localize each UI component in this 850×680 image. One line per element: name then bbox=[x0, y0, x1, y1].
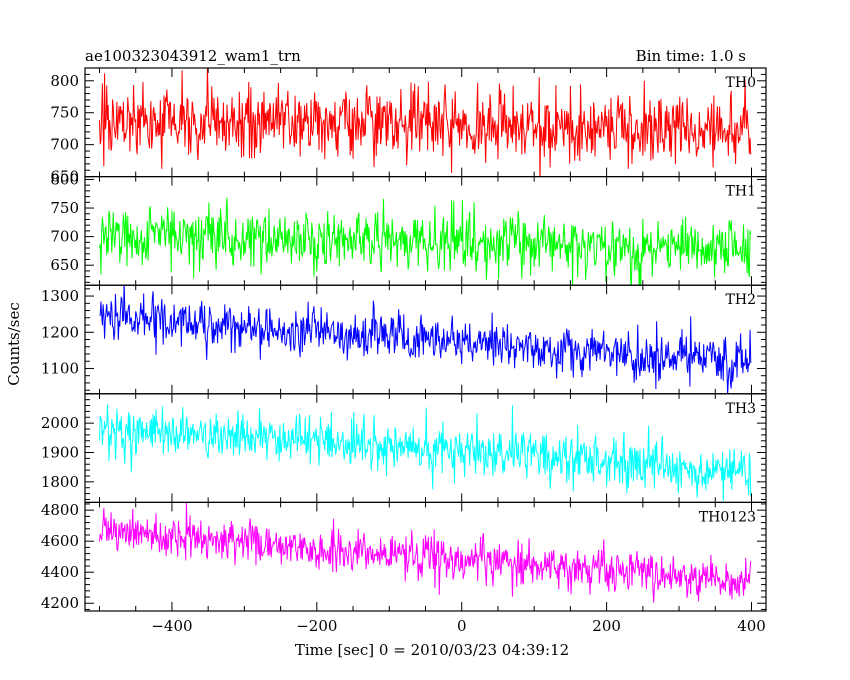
panel-label-th3: TH3 bbox=[726, 401, 756, 417]
series-line-th1 bbox=[98, 197, 752, 286]
y-tick-label: 4800 bbox=[41, 501, 79, 519]
y-tick-label: 1200 bbox=[41, 323, 79, 341]
panel-th1: 650 700 750 800 TH1 bbox=[50, 170, 767, 286]
y-tick-label: 650 bbox=[50, 256, 79, 274]
y-tick-label: 4200 bbox=[41, 594, 79, 612]
y-tick-label: 4600 bbox=[41, 532, 79, 550]
panel-th3: 1800 1900 2000 TH3 bbox=[41, 393, 767, 503]
y-tick-label: 800 bbox=[50, 170, 79, 188]
y-tick-label: 2000 bbox=[41, 414, 79, 432]
panel-label-th1: TH1 bbox=[726, 184, 756, 200]
series-line-th0123 bbox=[98, 502, 752, 603]
y-tick-label: 1900 bbox=[41, 444, 79, 462]
y-tick-label: 4400 bbox=[41, 563, 79, 581]
panel-label-th0123: TH0123 bbox=[699, 509, 756, 525]
panel-th0123: 4200 4400 4600 4800 TH0123 bbox=[41, 501, 767, 612]
y-tick-label: 750 bbox=[50, 199, 79, 217]
x-tick-label: 0 bbox=[457, 617, 467, 635]
series-line-th3 bbox=[98, 404, 752, 501]
y-tick-label: 650 bbox=[50, 168, 79, 186]
panel-label-th2: TH2 bbox=[726, 292, 756, 308]
y-tick-label: 1100 bbox=[41, 359, 79, 377]
x-tick-label: −200 bbox=[296, 617, 337, 635]
x-tick-label: −400 bbox=[151, 617, 192, 635]
x-tick-label: 400 bbox=[737, 617, 766, 635]
panel-label-th0: TH0 bbox=[726, 75, 756, 91]
y-tick-label: 1300 bbox=[41, 287, 79, 305]
series-line-th2 bbox=[99, 285, 752, 394]
bin-time-label: Bin time: 1.0 s bbox=[636, 47, 746, 65]
y-tick-label: 750 bbox=[50, 104, 79, 122]
series-line-th0 bbox=[98, 68, 752, 177]
y-axis-title: Counts/sec bbox=[5, 302, 23, 386]
y-tick-label: 700 bbox=[50, 136, 79, 154]
panel-stack: 650 700 750 800 TH0 650 700 750 800 TH1 1100 1200 13… bbox=[41, 67, 767, 635]
y-tick-label: 1800 bbox=[41, 473, 79, 491]
x-axis-title: Time [sec] 0 = 2010/03/23 04:39:12 bbox=[295, 641, 569, 659]
y-tick-label: 800 bbox=[50, 72, 79, 90]
chart-title: ae100323043912_wam1_trn bbox=[85, 47, 301, 65]
x-tick-label: 200 bbox=[592, 617, 621, 635]
y-tick-label: 700 bbox=[50, 228, 79, 246]
